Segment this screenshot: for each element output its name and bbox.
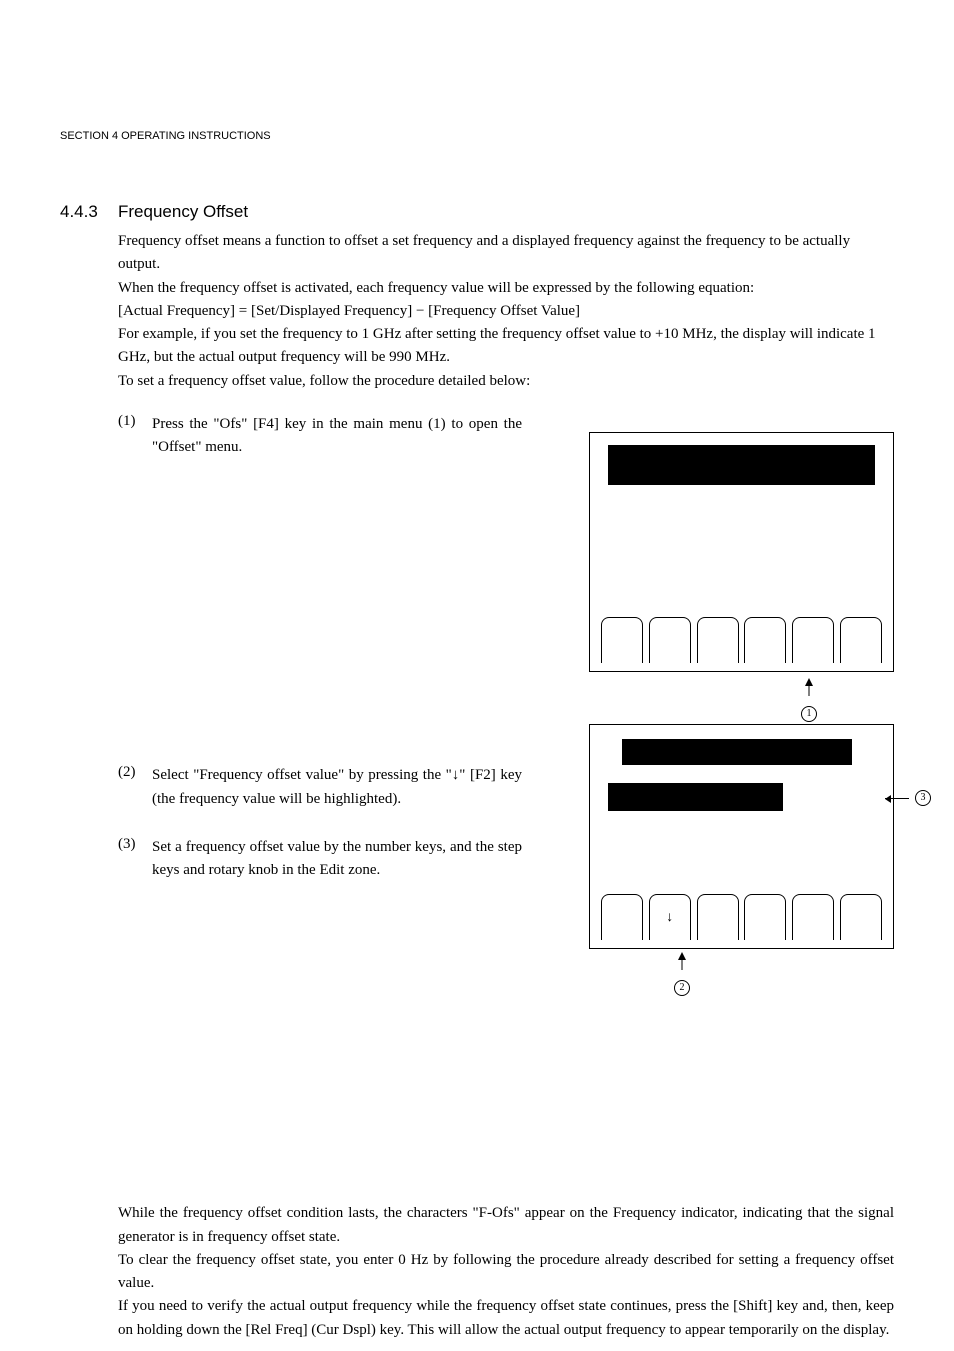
arrow-annotation-3: 3 (885, 790, 931, 806)
fkey (697, 894, 739, 940)
intro-p1: Frequency offset means a function to off… (118, 230, 894, 277)
intro-p3: [Actual Frequency] = [Set/Displayed Freq… (118, 300, 894, 323)
fkey (649, 617, 691, 663)
intro-paragraphs: Frequency offset means a function to off… (118, 230, 894, 393)
circled-3: 3 (915, 790, 931, 806)
subsection-number: 4.4.3 (60, 202, 118, 222)
menu2-fkeys: ↓ (590, 894, 893, 940)
menu1-title-bar (608, 445, 875, 485)
subsection-title: Frequency Offset (118, 202, 248, 222)
menu2-highlight-bar (608, 783, 783, 811)
menu-diagram-2: 3 ↓ 2 (589, 724, 894, 949)
step-1-num: (1) (118, 413, 152, 460)
step-3-text: Set a frequency offset value by the numb… (152, 836, 522, 883)
fkey (792, 617, 834, 663)
arrow-left-icon (885, 798, 909, 799)
fkey (792, 894, 834, 940)
subsection-heading: 4.4.3 Frequency Offset (60, 202, 894, 222)
menu1-fkeys (590, 617, 893, 663)
bottom-p3: If you need to verify the actual output … (118, 1295, 894, 1342)
bottom-paragraphs: While the frequency offset condition las… (118, 1202, 894, 1342)
fkey (744, 894, 786, 940)
intro-p4: For example, if you set the frequency to… (118, 323, 894, 370)
intro-p5: To set a frequency offset value, follow … (118, 370, 894, 393)
arrow-annotation-1: 1 (801, 678, 817, 722)
fkey (840, 617, 882, 663)
arrow-up-icon (803, 678, 815, 698)
fkey (697, 617, 739, 663)
menu-diagram-1 (589, 432, 894, 672)
circled-2: 2 (674, 980, 690, 996)
diagram-area: 1 3 ↓ 2 (589, 432, 894, 949)
bottom-p1: While the frequency offset condition las… (118, 1202, 894, 1249)
step-3-num: (3) (118, 836, 152, 883)
step-2-num: (2) (118, 764, 152, 811)
fkey (744, 617, 786, 663)
arrow-annotation-2: 2 (674, 952, 690, 996)
intro-p2: When the frequency offset is activated, … (118, 277, 894, 300)
menu2-title-bar (622, 739, 852, 765)
diagram-spacer-1: 1 (589, 672, 894, 724)
step-2-text: Select "Frequency offset value" by press… (152, 764, 522, 811)
section-header: SECTION 4 OPERATING INSTRUCTIONS (60, 130, 894, 142)
step-1-text: Press the "Ofs" [F4] key in the main men… (152, 413, 522, 460)
fkey-down: ↓ (649, 894, 691, 940)
bottom-p2: To clear the frequency offset state, you… (118, 1249, 894, 1296)
circled-1: 1 (801, 706, 817, 722)
fkey (601, 617, 643, 663)
fkey (601, 894, 643, 940)
fkey (840, 894, 882, 940)
arrow-up-icon (676, 952, 688, 972)
